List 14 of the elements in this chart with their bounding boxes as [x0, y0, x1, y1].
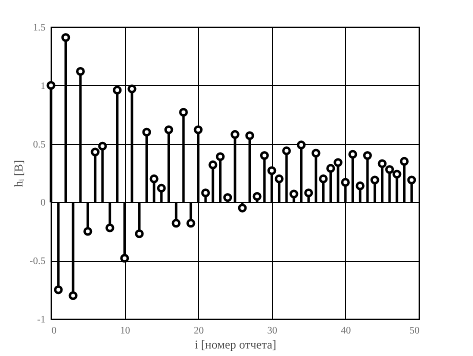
y-tick-label: -1: [37, 314, 46, 326]
y-tick-label: 1: [40, 80, 46, 92]
y-tick-label: 1.5: [33, 22, 46, 34]
x-tick-label: 40: [340, 326, 351, 336]
y-axis-title: hᵢ [В]: [12, 160, 26, 187]
x-tick-label: 10: [120, 326, 130, 336]
x-tick-label: 30: [267, 326, 278, 336]
x-tick-label: 50: [410, 326, 420, 336]
y-tick-label: 0: [40, 198, 46, 209]
x-tick-label: 0: [52, 326, 56, 336]
x-tick-label: 20: [194, 326, 204, 336]
y-tick-label: -0.5: [30, 256, 46, 268]
x-axis-title: i [номер отчета]: [194, 338, 276, 352]
y-tick-label: 0.5: [33, 139, 46, 150]
